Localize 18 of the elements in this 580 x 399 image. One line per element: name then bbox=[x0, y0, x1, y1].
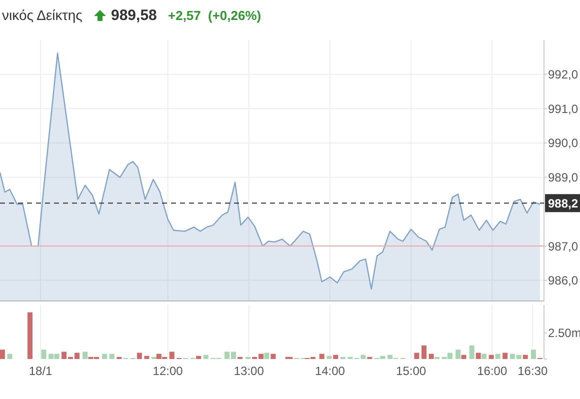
x-tick-label: 14:00 bbox=[314, 364, 346, 378]
y-tick-label: 990,0 bbox=[548, 136, 578, 150]
x-tick-label: 16:30 bbox=[518, 364, 548, 378]
ref-line-label: 988,2 bbox=[548, 196, 578, 210]
x-tick-label: 13:00 bbox=[234, 364, 264, 378]
y-tick-label: 987,0 bbox=[548, 239, 578, 254]
x-tick-label: 16:00 bbox=[477, 364, 508, 378]
chart-title: νικός Δείκτης bbox=[2, 7, 83, 23]
y-tick-label: 992,0 bbox=[548, 68, 578, 82]
text: (+0,26%) bbox=[208, 8, 262, 23]
y-tick-label: 991,0 bbox=[548, 102, 578, 116]
text: 989,58 bbox=[111, 7, 157, 24]
x-tick-label: 15:00 bbox=[396, 364, 426, 378]
text: +2,57 bbox=[168, 8, 201, 23]
x-tick-label: 12:00 bbox=[152, 364, 184, 378]
y-tick-label: 986,0 bbox=[548, 274, 578, 288]
x-tick-label: 18/1 bbox=[28, 364, 53, 378]
y-tick-label: 989,0 bbox=[548, 170, 578, 185]
